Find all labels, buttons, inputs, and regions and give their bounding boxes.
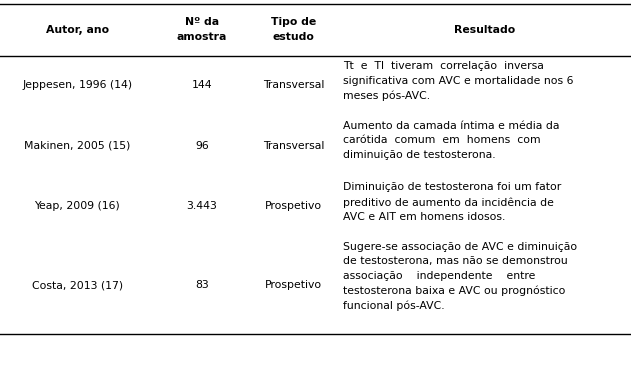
Text: Sugere-se associação de AVC e diminuição
de testosterona, mas não se demonstrou
: Sugere-se associação de AVC e diminuição… (343, 242, 577, 311)
Text: Prospetivo: Prospetivo (265, 201, 322, 212)
Text: Aumento da camada íntima e média da
carótida  comum  em  homens  com
diminuição : Aumento da camada íntima e média da caró… (343, 121, 559, 160)
Text: 144: 144 (192, 80, 212, 91)
Text: Costa, 2013 (17): Costa, 2013 (17) (32, 280, 123, 290)
Text: Transversal: Transversal (262, 141, 324, 151)
Text: 83: 83 (195, 280, 209, 290)
Text: Nº da
amostra: Nº da amostra (177, 17, 227, 42)
Text: 96: 96 (195, 141, 209, 151)
Text: Jeppesen, 1996 (14): Jeppesen, 1996 (14) (22, 80, 133, 91)
Text: Transversal: Transversal (262, 80, 324, 91)
Text: Tipo de
estudo: Tipo de estudo (271, 17, 316, 42)
Text: Yeap, 2009 (16): Yeap, 2009 (16) (35, 201, 120, 212)
Text: Prospetivo: Prospetivo (265, 280, 322, 290)
Text: Autor, ano: Autor, ano (45, 25, 109, 35)
Text: Makinen, 2005 (15): Makinen, 2005 (15) (24, 141, 131, 151)
Text: Tt  e  Tl  tiveram  correlação  inversa
significativa com AVC e mortalidade nos : Tt e Tl tiveram correlação inversa signi… (343, 61, 573, 101)
Text: Resultado: Resultado (454, 25, 515, 35)
Text: Diminuição de testosterona foi um fator
preditivo de aumento da incidência de
AV: Diminuição de testosterona foi um fator … (343, 182, 561, 222)
Text: 3.443: 3.443 (187, 201, 217, 212)
